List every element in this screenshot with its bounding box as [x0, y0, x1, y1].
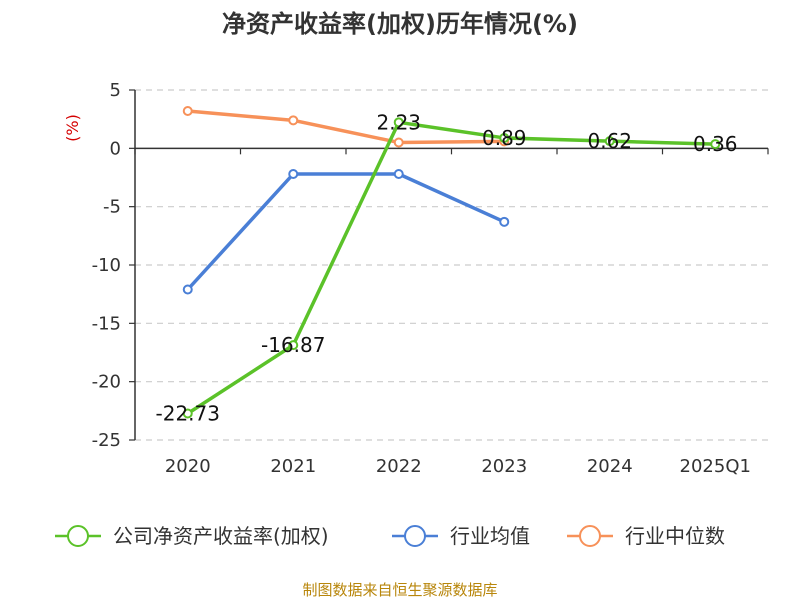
data-label: 0.89 [482, 126, 527, 150]
data-point [393, 117, 404, 128]
y-tick-label: 5 [110, 80, 121, 101]
x-tick-label: 2024 [587, 456, 633, 477]
legend: 公司净资产收益率(加权) 行业均值 行业中位数 [55, 524, 725, 548]
source-note: 制图数据来自恒生聚源数据库 [302, 581, 497, 599]
data-point [288, 169, 299, 179]
data-point [182, 106, 193, 116]
y-tick-label: -15 [92, 313, 121, 334]
series-line [186, 172, 505, 291]
y-tick-label: -10 [92, 255, 121, 276]
y-tick-label: 0 [110, 138, 121, 159]
series [182, 106, 721, 419]
chart-title: 净资产收益率(加权)历年情况(%) [222, 10, 578, 38]
x-tick-label: 2023 [481, 456, 527, 477]
legend-item[interactable]: 行业均值 [392, 524, 530, 548]
data-label: -22.73 [156, 402, 220, 426]
legend-swatch-marker [67, 525, 89, 547]
legend-item[interactable]: 行业中位数 [567, 524, 725, 548]
data-label: -16.87 [261, 333, 325, 357]
x-tick-label: 2021 [270, 456, 316, 477]
legend-label: 行业中位数 [625, 524, 725, 548]
data-point [604, 136, 615, 147]
y-axis-label: (%) [63, 114, 82, 142]
x-tick-label: 2020 [165, 456, 211, 477]
data-point [393, 137, 404, 148]
data-point [182, 408, 193, 419]
data-label: 2.23 [376, 110, 421, 134]
axes: 5 0 -5 -10 -15 -20 -25 2020 2021 2022 2023 2024 2025… [92, 80, 769, 477]
data-point [499, 216, 510, 227]
data-point [499, 132, 510, 143]
data-label: 0.62 [587, 129, 632, 153]
legend-swatch-marker [579, 525, 601, 547]
data-labels: -22.73 -16.87 2.23 0.89 0.62 0.36 [156, 110, 738, 425]
data-point [393, 169, 404, 179]
legend-item[interactable]: 公司净资产收益率(加权) [55, 524, 329, 548]
y-tick-label: -25 [92, 430, 121, 451]
x-tick-label: 2022 [376, 456, 422, 477]
legend-swatch-marker [404, 525, 426, 547]
x-tick-label: 2025Q1 [680, 456, 751, 477]
y-tick-label: -5 [103, 197, 121, 218]
data-label: 0.36 [693, 132, 738, 156]
data-point [182, 284, 193, 295]
data-point [288, 115, 299, 126]
legend-label: 行业均值 [450, 524, 530, 548]
legend-label: 公司净资产收益率(加权) [113, 524, 329, 548]
series-line [187, 109, 505, 145]
data-point [710, 139, 721, 150]
series-line [186, 120, 716, 415]
data-point [288, 340, 299, 351]
y-tick-label: -20 [92, 372, 121, 393]
